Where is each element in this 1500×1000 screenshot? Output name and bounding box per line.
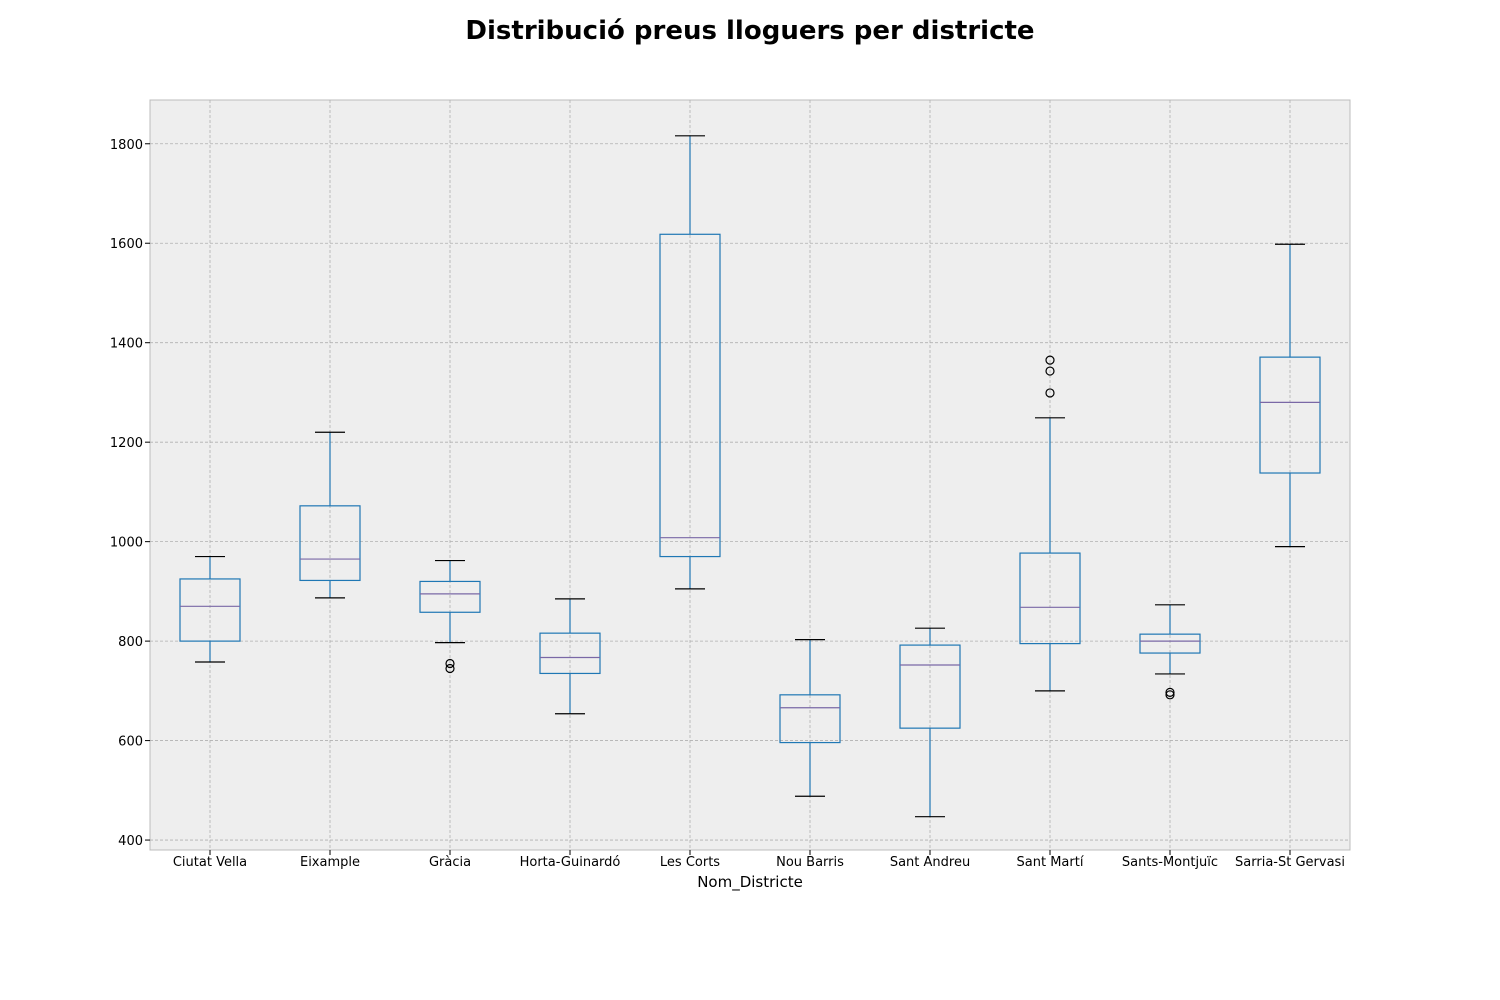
outlier-point	[445, 658, 455, 669]
iqr-box	[1019, 552, 1081, 645]
y-tick-label: 600	[118, 735, 143, 750]
axis-ticks: 400 600 800 1000 1200 1400 1600 1800 Ciutat Vell…	[110, 138, 1345, 870]
iqr-box	[1259, 356, 1321, 474]
chart-title: Distribució preus lloguers per districte	[465, 16, 1035, 46]
x-axis-label: Nom_Districte	[697, 873, 803, 892]
y-tick-label: 1400	[110, 337, 143, 352]
y-tick-label: 1200	[110, 436, 143, 451]
box-group	[779, 639, 841, 797]
x-tick-label: Sant Martí	[1017, 855, 1084, 870]
iqr-box	[299, 505, 361, 582]
iqr-box	[659, 233, 721, 558]
x-tick-label: Gràcia	[429, 855, 471, 870]
box-group	[299, 431, 361, 599]
iqr-box	[899, 644, 961, 729]
x-tick-label: Ciutat Vella	[173, 855, 247, 870]
x-tick-label: Sarria-St Gervasi	[1235, 855, 1345, 870]
x-tick-label: Les Corts	[660, 855, 720, 870]
box-group	[1259, 243, 1321, 548]
y-tick-label: 800	[118, 635, 143, 650]
outlier-point	[445, 663, 455, 674]
outlier-point	[1165, 690, 1175, 700]
box-group	[1139, 604, 1201, 700]
outlier-point	[1045, 388, 1055, 398]
iqr-box	[179, 578, 241, 642]
box-group	[899, 627, 961, 818]
y-tick-label: 1600	[110, 237, 143, 252]
iqr-box	[779, 694, 841, 744]
x-tick-label: Sants-Montjuïc	[1122, 855, 1218, 870]
outlier-point	[1045, 355, 1055, 365]
x-tick-label: Eixample	[300, 855, 360, 870]
boxes	[179, 135, 1321, 818]
box-group	[659, 135, 721, 590]
x-tick-label: Nou Barris	[776, 855, 844, 870]
outlier-point	[1045, 366, 1055, 376]
box-group	[419, 559, 481, 674]
box-group	[1019, 355, 1081, 692]
y-tick-label: 1000	[110, 536, 143, 551]
x-tick-label: Horta-Guinardó	[520, 855, 621, 870]
iqr-box	[1139, 633, 1201, 654]
plot-area	[149, 99, 1351, 851]
iqr-box	[419, 580, 481, 613]
outlier-point	[1165, 687, 1175, 697]
box-group	[539, 598, 601, 715]
box-group	[179, 555, 241, 663]
iqr-box	[539, 632, 601, 675]
y-tick-label: 400	[118, 834, 143, 849]
y-tick-label: 1800	[110, 138, 143, 153]
x-tick-label: Sant Andreu	[890, 855, 970, 870]
